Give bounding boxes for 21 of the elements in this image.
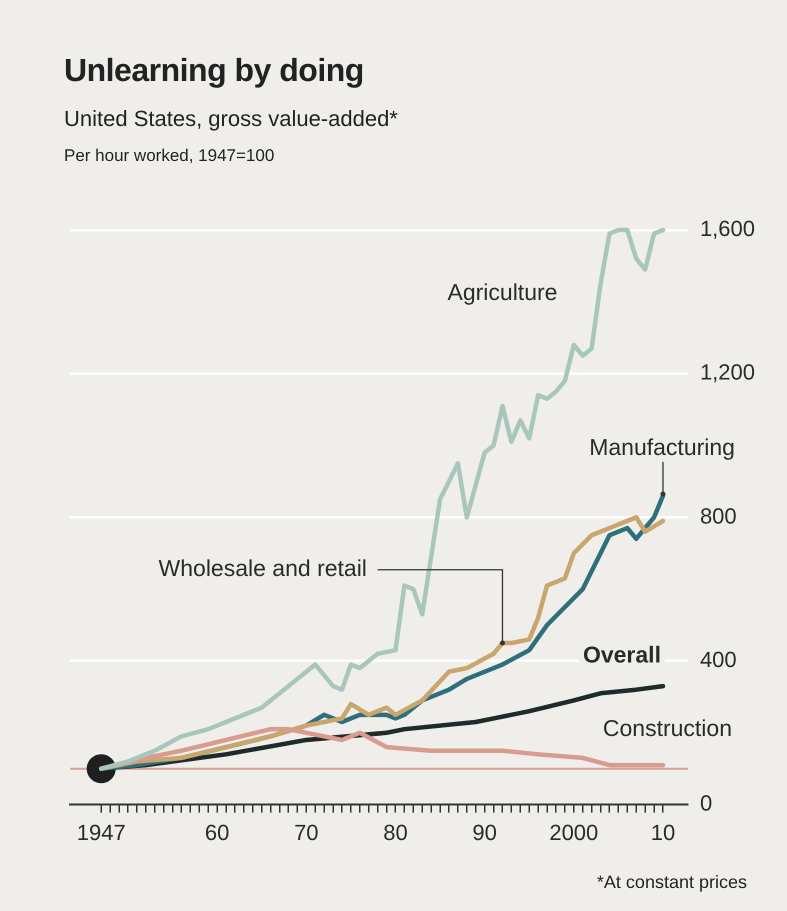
x-tick-label: 70 bbox=[294, 820, 319, 845]
x-tick-label: 60 bbox=[204, 820, 230, 845]
y-tick-label: 800 bbox=[700, 503, 737, 528]
x-tick-label: 90 bbox=[472, 820, 497, 845]
text: *At constant prices bbox=[596, 872, 747, 893]
x-tick-label: 1947 bbox=[76, 820, 126, 845]
x-tick-label: 2000 bbox=[549, 820, 598, 845]
x-tick-label: 10 bbox=[650, 820, 676, 845]
series-label: Overall bbox=[582, 641, 661, 668]
y-axis-title: Per hour worked, 1947=100 bbox=[64, 146, 274, 166]
series-label: Agriculture bbox=[448, 278, 558, 305]
series-label: Construction bbox=[602, 714, 732, 741]
text: Wholesale and retail bbox=[158, 555, 367, 582]
chart-subtitle: United States, gross value-added* bbox=[64, 106, 398, 132]
y-tick-label: 1,200 bbox=[700, 360, 756, 385]
y-tick-label: 1,600 bbox=[700, 216, 756, 242]
y-tick-label: 400 bbox=[700, 647, 737, 672]
series-label: Manufacturing bbox=[589, 434, 735, 460]
x-tick-label: 80 bbox=[383, 820, 408, 845]
chart-title: Unlearning by doing bbox=[64, 52, 364, 89]
y-tick-label: 0 bbox=[700, 790, 712, 816]
